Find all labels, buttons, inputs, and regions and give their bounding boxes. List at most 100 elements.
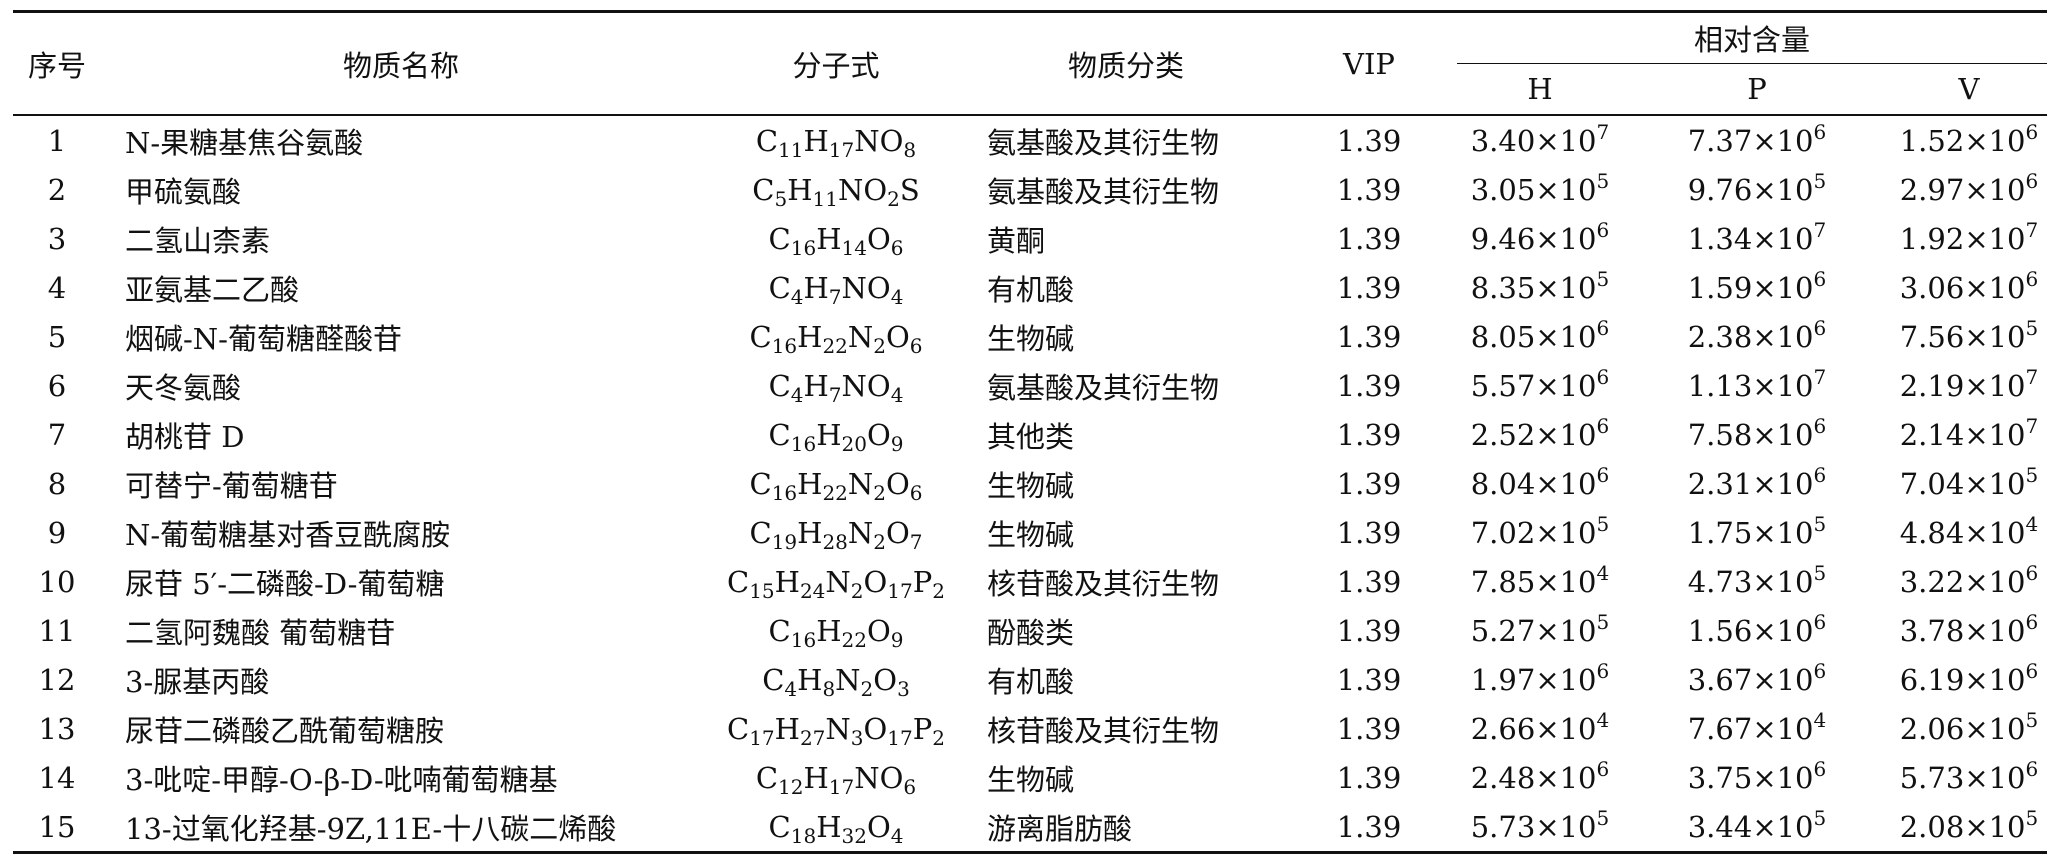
exponent: 4 [1596, 560, 1610, 585]
substance-name: 亚氨基二乙酸 [125, 272, 300, 307]
exponent: 5 [1596, 266, 1610, 291]
times-ten: ×10 [1535, 711, 1597, 746]
substance-class: 其他类 [987, 419, 1075, 454]
exponent: 6 [1596, 217, 1610, 242]
coefficient: 1.59 [1687, 270, 1753, 305]
coefficient: 2.31 [1687, 466, 1753, 501]
table-row: 4 亚氨基二乙酸 C4H7NO4 有机酸 1.39 8.35×105 1.59×106 3.0… [13, 263, 2047, 312]
coefficient: 9.76 [1687, 172, 1753, 207]
times-ten: ×10 [1535, 221, 1597, 256]
substance-class: 氨基酸及其衍生物 [987, 174, 1220, 209]
coefficient: 3.75 [1687, 760, 1753, 795]
exponent: 5 [1596, 609, 1610, 634]
coefficient: 3.78 [1899, 613, 1965, 648]
row-number: 2 [47, 172, 67, 207]
formula: C4H7NO4 [768, 270, 904, 309]
table-row: 12 3-脲基丙酸 C4H8N2O3 有机酸 1.39 1.97×106 3.67×106 6… [13, 655, 2047, 704]
coefficient: 2.14 [1899, 417, 1965, 452]
times-ten: ×10 [1752, 368, 1814, 403]
table-row: 5 烟碱-N-葡萄糖醛酸苷 C16H22N2O6 生物碱 1.39 8.05×106 2.3… [13, 312, 2047, 361]
row-number: 6 [47, 368, 67, 403]
table-row: 11 二氢阿魏酸 葡萄糖苷 C16H22O9 酚酸类 1.39 5.27×105 1.56×… [13, 606, 2047, 655]
vip: 1.39 [1336, 319, 1402, 354]
exponent: 5 [2025, 315, 2039, 340]
header-cell: 序号 [13, 10, 101, 116]
row-number: 14 [38, 760, 76, 795]
times-ten: ×10 [1964, 172, 2026, 207]
times-ten: ×10 [1752, 172, 1814, 207]
exponent: 5 [2025, 462, 2039, 487]
vip: 1.39 [1336, 123, 1402, 158]
times-ten: ×10 [1964, 760, 2026, 795]
formula: C16H22N2O6 [749, 466, 923, 505]
relative-content: 2.48×106 [1457, 753, 1623, 802]
vip: 1.39 [1336, 760, 1402, 795]
relative-content: 3.40×107 [1457, 115, 1623, 165]
times-ten: ×10 [1752, 466, 1814, 501]
coefficient: 2.06 [1899, 711, 1965, 746]
exponent: 6 [2025, 560, 2039, 585]
table-row: 2 甲硫氨酸 C5H11NO2S 氨基酸及其衍生物 1.39 3.05×105 9.76×1… [13, 165, 2047, 214]
relative-content: 7.85×104 [1457, 557, 1623, 606]
times-ten: ×10 [1964, 368, 2026, 403]
times-ten: ×10 [1752, 270, 1814, 305]
substance-name: 3-吡啶-甲醇-O-β-D-吡喃葡萄糖基 [125, 762, 558, 797]
exponent: 6 [2025, 756, 2039, 781]
exponent: 5 [2025, 707, 2039, 732]
exponent: 5 [1813, 168, 1827, 193]
table-row: 15 13-过氧化羟基-9Z,11E-十八碳二烯酸 C18H32O4 游离脂肪酸 1.3… [13, 802, 2047, 854]
coefficient: 2.97 [1899, 172, 1965, 207]
exponent: 6 [1596, 364, 1610, 389]
coefficient: 4.73 [1687, 564, 1753, 599]
times-ten: ×10 [1964, 662, 2026, 697]
relative-content: 1.59×106 [1623, 263, 1891, 312]
coefficient: 2.66 [1470, 711, 1536, 746]
exponent: 5 [1813, 560, 1827, 585]
relative-content: 8.05×106 [1457, 312, 1623, 361]
relative-content: 7.56×105 [1891, 312, 2047, 361]
coefficient: 1.92 [1899, 221, 1965, 256]
relative-content: 9.46×106 [1457, 214, 1623, 263]
times-ten: ×10 [1964, 123, 2026, 158]
times-ten: ×10 [1964, 466, 2026, 501]
header-cell: H [1457, 63, 1623, 116]
times-ten: ×10 [1752, 123, 1814, 158]
formula: C16H22N2O6 [749, 319, 923, 358]
exponent: 7 [1813, 217, 1827, 242]
relative-content: 7.02×105 [1457, 508, 1623, 557]
formula: C11H17NO8 [755, 123, 917, 162]
times-ten: ×10 [1752, 515, 1814, 550]
vip: 1.39 [1336, 711, 1402, 746]
vip: 1.39 [1336, 515, 1402, 550]
vip: 1.39 [1336, 172, 1402, 207]
exponent: 6 [1596, 462, 1610, 487]
vip: 1.39 [1281, 802, 1457, 854]
times-ten: ×10 [1752, 221, 1814, 256]
relative-content: 2.31×106 [1623, 459, 1891, 508]
coefficient: 3.44 [1687, 809, 1753, 844]
row-number: 9 [47, 515, 67, 550]
relative-content: 1.34×107 [1623, 214, 1891, 263]
vip: 1.39 [1336, 662, 1402, 697]
times-ten: ×10 [1752, 417, 1814, 452]
times-ten: ×10 [1535, 417, 1597, 452]
header-cell: VIP [1281, 10, 1457, 116]
coefficient: 3.05 [1470, 172, 1536, 207]
relative-content: 3.06×106 [1891, 263, 2047, 312]
times-ten: ×10 [1535, 368, 1597, 403]
vip: 1.39 [1336, 466, 1402, 501]
exponent: 6 [2025, 168, 2039, 193]
header-cell: 相对含量 [1457, 10, 2047, 64]
header-cell: V [1891, 63, 2047, 116]
exponent: 6 [2025, 609, 2039, 634]
exponent: 5 [1596, 168, 1610, 193]
formula: C17H27N3O17P2 [727, 711, 945, 750]
formula: C16H22O9 [768, 613, 904, 652]
table-row: 1 N-果糖基焦谷氨酸 C11H17NO8 氨基酸及其衍生物 1.39 3.40×107 7… [13, 115, 2047, 165]
times-ten: ×10 [1535, 123, 1597, 158]
times-ten: ×10 [1535, 564, 1597, 599]
substance-name: N-果糖基焦谷氨酸 [125, 125, 364, 160]
coefficient: 7.02 [1470, 515, 1536, 550]
times-ten: ×10 [1752, 319, 1814, 354]
times-ten: ×10 [1535, 809, 1597, 844]
